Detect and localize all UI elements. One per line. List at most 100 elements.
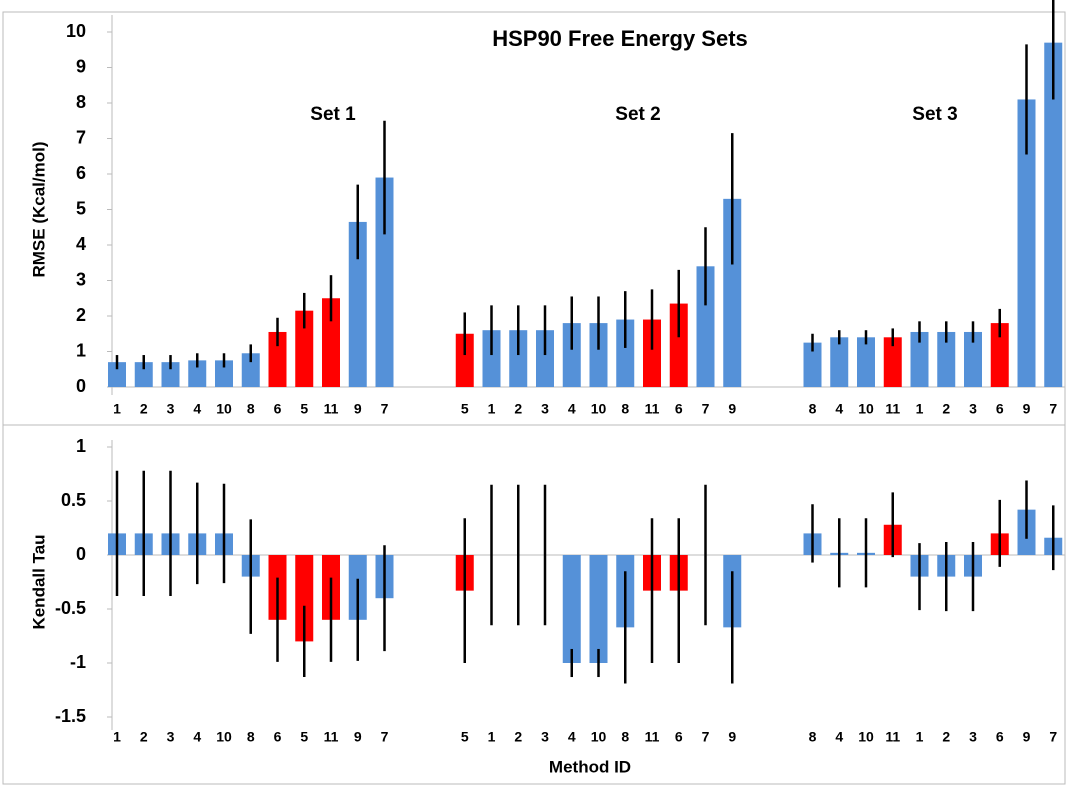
bar [108, 362, 126, 387]
x-tick-label: 6 [675, 729, 683, 745]
y-tick-label: 9 [76, 56, 86, 76]
y-tick-label: 10 [66, 21, 86, 41]
x-tick-label: 4 [835, 729, 843, 745]
x-tick-label: 3 [167, 401, 175, 417]
x-tick-label: 8 [621, 401, 629, 417]
chart-title: HSP90 Free Energy Sets [492, 26, 748, 51]
x-tick-label: 6 [996, 401, 1004, 417]
y-tick-label: 2 [76, 305, 86, 325]
bar [509, 330, 528, 387]
x-tick-label: 9 [728, 401, 736, 417]
bar [964, 331, 982, 387]
bar [616, 319, 635, 387]
x-tick-label: 2 [514, 729, 522, 745]
bar [562, 555, 581, 663]
x-tick-label: 10 [216, 401, 232, 417]
bar [188, 360, 207, 387]
y-tick-label: -0.5 [55, 598, 86, 618]
set-label: Set 3 [912, 104, 957, 125]
x-tick-label: 1 [488, 729, 496, 745]
bar [589, 323, 608, 387]
y-tick-label: -1.5 [55, 706, 86, 726]
bar [1017, 99, 1036, 387]
bar [375, 177, 394, 387]
x-tick-label: 9 [728, 729, 736, 745]
x-tick-label: 8 [809, 729, 817, 745]
x-tick-label: 9 [1023, 401, 1031, 417]
x-tick-label: 7 [381, 729, 389, 745]
y-tick-label: 5 [76, 198, 86, 218]
x-tick-label: 8 [621, 729, 629, 745]
bar [723, 198, 742, 387]
x-tick-label: 9 [354, 401, 362, 417]
bar [536, 330, 554, 387]
set-label: Set 1 [310, 104, 356, 125]
x-tick-label: 2 [140, 401, 148, 417]
x-tick-label: 8 [247, 401, 255, 417]
y-tick-label: 1 [76, 436, 86, 456]
y-axis-label: RMSE (Kcal/mol) [29, 141, 48, 277]
x-axis-label: Method ID [549, 757, 631, 776]
bar [322, 298, 340, 387]
y-tick-label: 0 [76, 376, 86, 396]
x-tick-label: 10 [591, 729, 607, 745]
y-tick-label: 4 [76, 234, 86, 254]
bar [830, 337, 849, 387]
bar [857, 337, 875, 387]
x-tick-label: 5 [461, 729, 469, 745]
bar [482, 330, 501, 387]
set-label: Set 2 [615, 104, 660, 125]
x-tick-label: 10 [858, 401, 874, 417]
x-tick-label: 1 [113, 401, 121, 417]
x-tick-label: 11 [885, 729, 900, 745]
bar [562, 323, 581, 387]
x-tick-label: 1 [113, 729, 121, 745]
bar [937, 331, 956, 387]
x-tick-label: 11 [645, 729, 660, 745]
frame [2, 11, 1066, 785]
bar [268, 331, 287, 387]
x-tick-label: 2 [140, 729, 148, 745]
x-tick-label: 5 [300, 401, 308, 417]
bar [803, 342, 822, 387]
x-tick-label: 11 [324, 729, 339, 745]
x-tick-label: 2 [942, 401, 950, 417]
y-tick-label: 1 [76, 340, 86, 360]
x-tick-label: 3 [167, 729, 175, 745]
x-tick-label: 8 [247, 729, 255, 745]
bar [990, 323, 1009, 387]
x-tick-label: 4 [835, 401, 843, 417]
x-tick-label: 10 [216, 729, 232, 745]
bar [910, 331, 929, 387]
x-tick-label: 9 [1023, 729, 1031, 745]
x-tick-label: 7 [381, 401, 389, 417]
bar [161, 362, 180, 387]
x-tick-label: 10 [591, 401, 607, 417]
x-tick-label: 1 [916, 729, 924, 745]
x-tick-label: 7 [702, 729, 710, 745]
bar [1044, 42, 1063, 388]
x-tick-label: 6 [274, 729, 282, 745]
x-tick-label: 8 [809, 401, 817, 417]
bar [883, 337, 902, 387]
x-tick-label: 3 [969, 401, 977, 417]
y-tick-label: 6 [76, 163, 86, 183]
x-tick-label: 4 [568, 401, 576, 417]
x-tick-label: 4 [193, 729, 201, 745]
y-tick-label: 0.5 [61, 490, 86, 510]
bar [643, 319, 661, 387]
x-tick-label: 2 [514, 401, 522, 417]
x-tick-label: 3 [969, 729, 977, 745]
y-tick-label: 0 [76, 544, 86, 564]
x-tick-label: 11 [645, 401, 660, 417]
bar [134, 362, 153, 387]
x-tick-label: 2 [942, 729, 950, 745]
bar [348, 221, 367, 387]
bar [241, 353, 260, 387]
bar [295, 555, 314, 642]
bar [696, 266, 715, 387]
bar [455, 333, 474, 387]
bar [295, 310, 314, 387]
y-tick-label: -1 [70, 652, 86, 672]
